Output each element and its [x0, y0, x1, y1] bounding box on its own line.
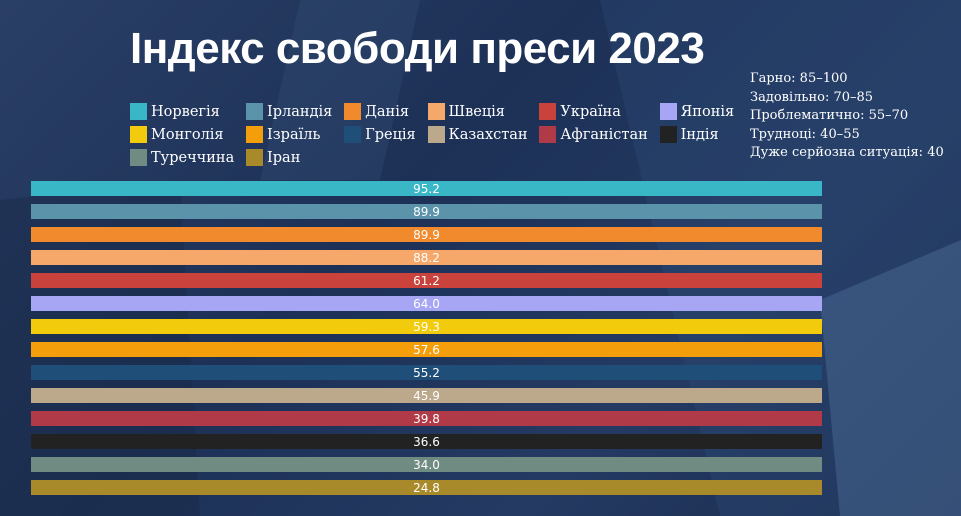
scale-difficult: Трудноці: 40–55 [750, 126, 860, 142]
legend-label: Монголія [151, 126, 224, 143]
legend-item: Індія [659, 126, 740, 143]
legend-label: Афганістан [560, 126, 648, 143]
bar-value-label: 64.0 [413, 296, 440, 311]
bar: 55.2 [31, 365, 822, 380]
legend-swatch [246, 149, 264, 166]
bar: 89.9 [31, 227, 822, 242]
legend-label: Україна [560, 103, 621, 120]
bar: 61.2 [31, 273, 822, 288]
legend-label: Туреччина [151, 149, 235, 166]
bar-value-label: 24.8 [413, 480, 440, 495]
legend-item: Монголія [130, 126, 240, 143]
legend-swatch [344, 103, 362, 120]
legend: Норвегія Ірландія Данія Швеція Україна Японія… [130, 103, 740, 166]
bar: 34.0 [31, 457, 822, 472]
legend-item: Туреччина [130, 149, 240, 166]
legend-label: Швеція [448, 103, 505, 120]
bar: 57.6 [31, 342, 822, 357]
legend-item: Україна [539, 103, 653, 120]
bar: 24.8 [31, 480, 822, 495]
legend-swatch [344, 126, 362, 143]
bar: 95.2 [31, 181, 822, 196]
legend-item: Данія [344, 103, 421, 120]
legend-item: Ірландія [246, 103, 338, 120]
legend-label: Казахстан [448, 126, 528, 143]
legend-item: Греція [344, 126, 421, 143]
bar-value-label: 61.2 [413, 273, 440, 288]
legend-item: Швеція [427, 103, 534, 120]
legend-label: Іран [267, 149, 301, 166]
scale-very-serious: Дуже серйозна ситуація: 40 [750, 145, 944, 160]
legend-swatch [427, 126, 445, 143]
legend-swatch [427, 103, 445, 120]
scale-satisfactory: Задовільно: 70–85 [750, 89, 874, 105]
bar-value-label: 89.9 [413, 204, 440, 219]
bar: 88.2 [31, 250, 822, 265]
legend-label: Японія [680, 103, 735, 120]
bar-value-label: 36.6 [413, 434, 440, 449]
legend-swatch [539, 126, 557, 143]
bar-value-label: 39.8 [413, 411, 440, 426]
legend-item: Казахстан [427, 126, 534, 143]
legend-item: Норвегія [130, 103, 240, 120]
legend-item: Ізраїль [246, 126, 338, 143]
scale-legend: Гарно: 85–100 Задовільно: 70–85 Проблема… [750, 70, 944, 163]
bar-value-label: 89.9 [413, 227, 440, 242]
bar-value-label: 57.6 [413, 342, 440, 357]
legend-label: Норвегія [151, 103, 220, 120]
legend-label: Індія [680, 126, 719, 143]
legend-label: Ірландія [267, 103, 333, 120]
legend-label: Ізраїль [267, 126, 321, 143]
bar: 59.3 [31, 319, 822, 334]
bar-value-label: 55.2 [413, 365, 440, 380]
bar: 89.9 [31, 204, 822, 219]
scale-good: Гарно: 85–100 [750, 71, 848, 86]
chart-title: Індекс свободи преси 2023 [130, 24, 705, 73]
bar: 45.9 [31, 388, 822, 403]
legend-swatch [659, 126, 677, 143]
bar-value-label: 45.9 [413, 388, 440, 403]
bar: 36.6 [31, 434, 822, 449]
bar-chart: 95.2 89.9 89.9 88.2 61.2 64.0 59.3 57.6 55.2 45.9… [31, 181, 822, 496]
legend-swatch [246, 126, 264, 143]
legend-swatch [130, 149, 147, 166]
bar-value-label: 88.2 [413, 250, 440, 265]
legend-item: Японія [659, 103, 740, 120]
legend-label: Греція [365, 126, 416, 143]
bar: 39.8 [31, 411, 822, 426]
legend-item: Афганістан [539, 126, 653, 143]
scale-problematic: Проблематично: 55–70 [750, 108, 909, 123]
legend-swatch [246, 103, 264, 120]
legend-item: Іран [246, 149, 338, 166]
bar-value-label: 95.2 [413, 181, 440, 196]
legend-swatch [659, 103, 677, 120]
bar-value-label: 59.3 [413, 319, 440, 334]
bar-value-label: 34.0 [413, 457, 440, 472]
bar: 64.0 [31, 296, 822, 311]
legend-label: Данія [365, 103, 410, 120]
legend-swatch [130, 103, 147, 120]
legend-swatch [130, 126, 147, 143]
legend-swatch [539, 103, 557, 120]
